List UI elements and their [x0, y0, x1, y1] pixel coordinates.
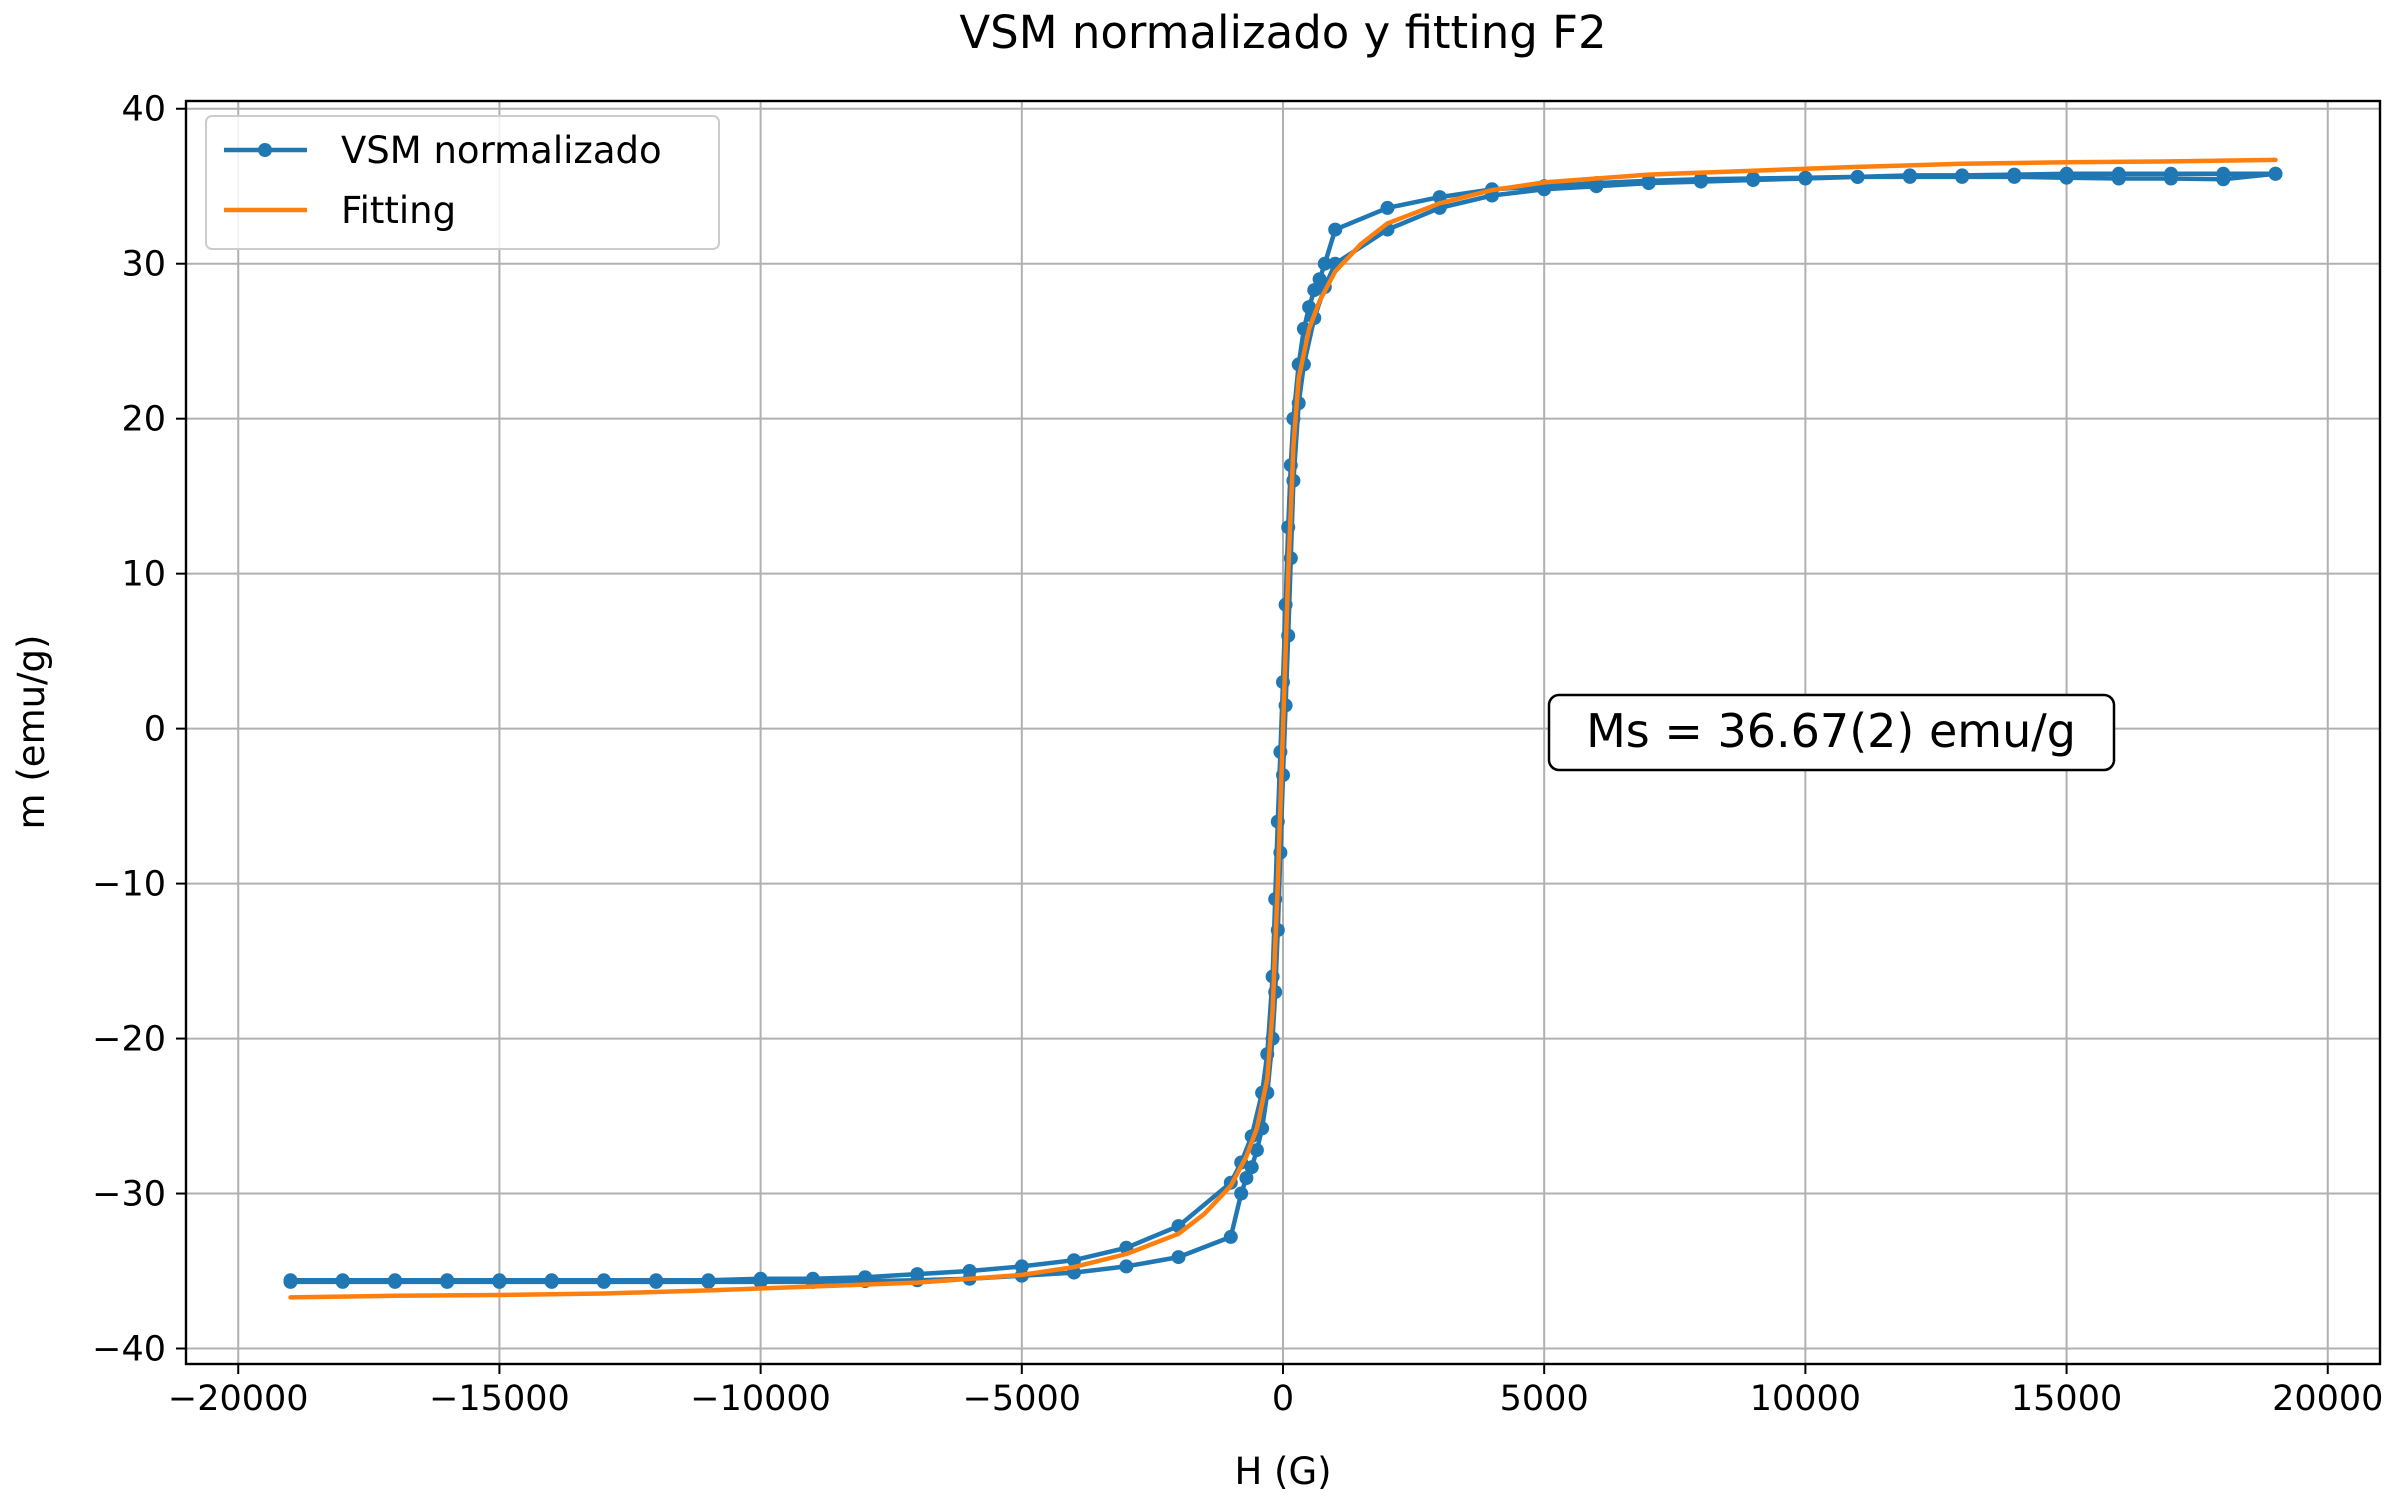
vsm-data-point [1244, 1160, 1259, 1175]
plot-series [283, 157, 2283, 1300]
y-tick-label: 20 [121, 400, 166, 440]
annotation: Ms = 36.67(2) emu/g [1547, 693, 2116, 772]
x-axis-label: H (G) [1234, 1450, 1331, 1493]
x-tick-label: −10000 [690, 1379, 831, 1419]
vsm-data-point [2164, 166, 2178, 181]
x-axis-ticks: −20000 −15000 −10000 −5000 0 5000 10000 15000 20… [168, 1364, 2383, 1419]
fitting-series-line [288, 157, 2278, 1300]
vsm-data-point [1589, 179, 1604, 194]
vsm-data-point [1902, 168, 1917, 183]
vsm-data-point [1249, 1143, 1264, 1158]
vsm-data-point [1328, 222, 1343, 237]
vsm-data-point [492, 1274, 507, 1289]
vsm-data-point [701, 1274, 716, 1289]
vsm-data-point [1746, 173, 1761, 187]
y-tick-label: −20 [92, 1020, 166, 1060]
y-tick-label: −10 [92, 865, 166, 905]
legend-label-vsm: VSM normalizado [341, 129, 662, 172]
chart-title: VSM normalizado y fitting F2 [959, 6, 1606, 59]
x-tick-label: 5000 [1500, 1379, 1589, 1419]
y-tick-label: −40 [92, 1330, 166, 1370]
annotation-box [1547, 693, 2116, 772]
vsm-data-point [1641, 176, 1656, 191]
x-tick-label: −15000 [429, 1379, 570, 1419]
legend-box [205, 115, 720, 250]
vsm-data-point [1067, 1253, 1081, 1268]
vsm-data-point [1955, 168, 1970, 183]
vsm-data-point [1317, 256, 1332, 271]
vsm-data-point [2059, 166, 2074, 181]
x-tick-label: −20000 [168, 1379, 309, 1419]
vsm-data-point [283, 1274, 298, 1289]
vsm-data-point [1537, 182, 1552, 197]
vsm-data-point [2007, 167, 2022, 182]
vsm-data-point [2268, 166, 2283, 181]
y-axis-ticks: −40 −30 −20 −10 0 10 20 30 40 [92, 90, 186, 1370]
vsm-data-point [1693, 174, 1708, 189]
vsm-data-point [649, 1274, 664, 1289]
vsm-data-point [1223, 1229, 1238, 1244]
vsm-data-point [2216, 166, 2231, 181]
vsm-data-point [1302, 300, 1317, 315]
y-tick-label: 30 [121, 245, 166, 285]
x-tick-label: 15000 [2011, 1379, 2122, 1419]
y-axis-label: m (emu/g) [10, 635, 53, 830]
legend: VSM normalizado Fitting [205, 115, 720, 250]
vsm-data-point [335, 1274, 350, 1289]
vsm-data-point [544, 1274, 559, 1289]
vsm-data-point [1850, 169, 1865, 184]
x-tick-label: 0 [1272, 1379, 1294, 1419]
vsm-data-point [1307, 283, 1322, 298]
y-tick-label: −30 [92, 1175, 166, 1215]
y-tick-label: 0 [144, 710, 166, 750]
vsm-data-point [1171, 1250, 1186, 1265]
x-tick-label: 20000 [2272, 1379, 2383, 1419]
vsm-data-point [596, 1274, 611, 1289]
x-tick-label: 10000 [1750, 1379, 1861, 1419]
vsm-data-point [1234, 1186, 1249, 1201]
vsm-data-point [440, 1274, 455, 1289]
vsm-data-point [1798, 171, 1813, 186]
vsm-data-point [388, 1274, 402, 1289]
vsm-data-point [1119, 1259, 1134, 1274]
legend-marker-vsm [258, 143, 272, 157]
x-tick-label: −5000 [963, 1379, 1081, 1419]
vsm-data-point [1380, 200, 1395, 215]
annotation-text: Ms = 36.67(2) emu/g [1586, 704, 2076, 758]
vsm-data-point [1239, 1171, 1254, 1185]
y-tick-label: 40 [121, 90, 166, 130]
vsm-data-point [2111, 166, 2126, 181]
legend-label-fitting: Fitting [341, 189, 456, 232]
vsm-data-point [753, 1274, 768, 1289]
y-tick-label: 10 [121, 555, 166, 595]
